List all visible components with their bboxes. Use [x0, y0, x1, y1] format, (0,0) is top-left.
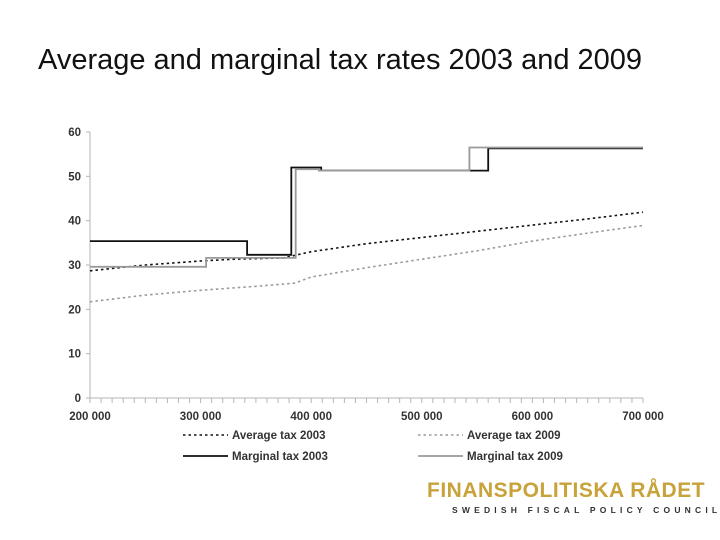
tax-rate-chart: 0 10 20 30 40 50 60 200 000 300 000 400 000 500 00… — [68, 127, 664, 463]
logo-name: FINANSPOLITISKA RÅDET — [427, 479, 706, 502]
x-tick-label: 600 000 — [512, 411, 554, 423]
legend-label: Average tax 2009 — [467, 430, 561, 442]
y-tick-label: 20 — [68, 304, 81, 316]
series-line-average-tax-2009 — [89, 224, 644, 303]
x-tick-label: 200 000 — [69, 411, 111, 423]
y-tick-label: 40 — [68, 216, 81, 228]
x-tick-label: 400 000 — [290, 411, 332, 423]
slide-title: Average and marginal tax rates 2003 and … — [38, 44, 643, 76]
x-tick-label: 700 000 — [622, 411, 664, 423]
series-line-marginal-tax-2009 — [90, 146, 643, 268]
legend-label: Marginal tax 2003 — [232, 451, 328, 463]
y-tick-label: 0 — [75, 393, 81, 405]
legend-label: Marginal tax 2009 — [467, 451, 563, 463]
logo-tagline: SWEDISH FISCAL POLICY COUNCIL — [452, 505, 720, 515]
y-tick-label: 10 — [68, 349, 81, 361]
x-tick-label: 500 000 — [401, 411, 443, 423]
y-tick-label: 30 — [68, 260, 81, 272]
x-tick-label: 300 000 — [180, 411, 222, 423]
y-tick-label: 60 — [68, 127, 81, 139]
series-line-marginal-tax-2003 — [90, 147, 643, 256]
legend-label: Average tax 2003 — [232, 430, 326, 442]
y-tick-label: 50 — [68, 171, 81, 183]
